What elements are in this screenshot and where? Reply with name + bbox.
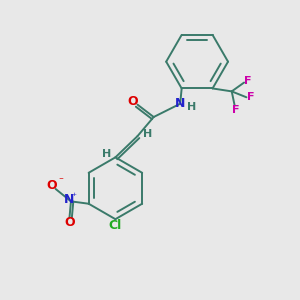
Text: H: H bbox=[102, 149, 111, 159]
Text: O: O bbox=[64, 216, 75, 230]
Text: F: F bbox=[244, 76, 251, 86]
Text: O: O bbox=[128, 95, 138, 108]
Text: H: H bbox=[143, 129, 152, 139]
Text: F: F bbox=[247, 92, 254, 102]
Text: F: F bbox=[232, 105, 240, 115]
Text: Cl: Cl bbox=[109, 219, 122, 232]
Text: N: N bbox=[64, 194, 75, 206]
Text: N: N bbox=[175, 97, 185, 110]
Text: $^+$: $^+$ bbox=[70, 192, 78, 201]
Text: $^-$: $^-$ bbox=[57, 175, 65, 184]
Text: O: O bbox=[47, 179, 57, 192]
Text: H: H bbox=[187, 102, 196, 112]
